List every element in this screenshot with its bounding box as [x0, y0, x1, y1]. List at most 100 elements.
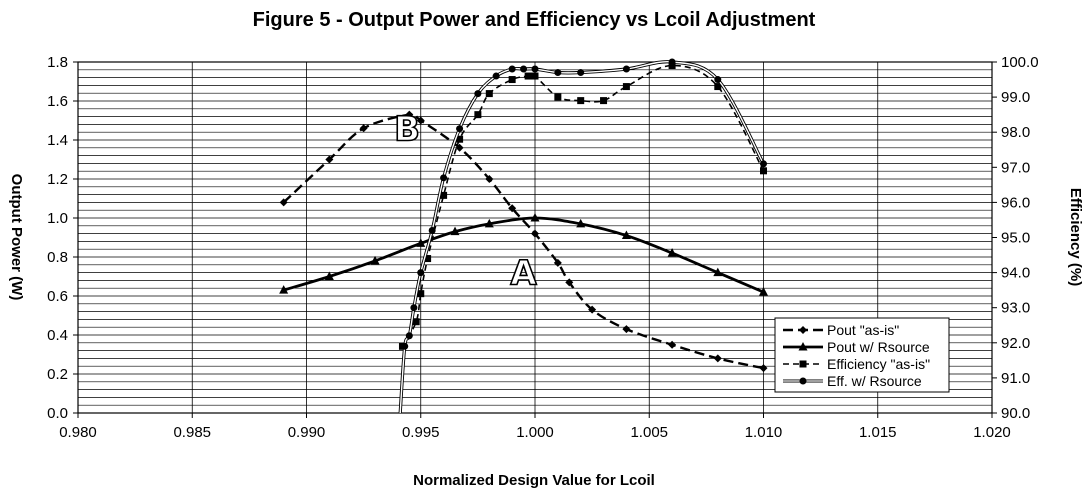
data-point [668, 58, 676, 66]
data-point [524, 72, 532, 80]
series-3 [398, 62, 767, 350]
data-point [520, 65, 528, 73]
data-point [508, 65, 516, 73]
data-point [456, 135, 464, 143]
legend-label: Eff. w/ Rsource [827, 373, 922, 389]
data-point [714, 76, 722, 84]
data-point [714, 83, 722, 91]
y-right-tick-label: 92.0 [1001, 335, 1030, 352]
data-point [668, 340, 677, 349]
y-right-tick-label: 97.0 [1001, 159, 1030, 176]
legend-marker [799, 377, 807, 385]
callout-b: B [394, 109, 420, 149]
data-point [576, 218, 586, 228]
data-point [622, 325, 631, 334]
data-point [484, 218, 494, 228]
series-line [283, 216, 765, 294]
y-right-tick-label: 93.0 [1001, 300, 1030, 317]
data-point [622, 83, 630, 91]
x-tick-label: 1.010 [745, 424, 783, 441]
data-point [553, 258, 562, 267]
legend-item: Pout w/ Rsource [783, 339, 930, 355]
series-1 [279, 110, 768, 373]
series-line [282, 113, 764, 370]
data-point [577, 97, 585, 105]
data-point [760, 167, 767, 175]
data-point [410, 304, 418, 312]
data-point [485, 90, 493, 98]
y-left-tick-label: 1.0 [47, 210, 68, 227]
y-right-tick-label: 99.0 [1001, 89, 1030, 106]
y-left-tick-label: 0.2 [47, 366, 68, 383]
data-point [412, 318, 420, 326]
x-tick-label: 0.995 [402, 424, 440, 441]
y-left-tick-label: 0.8 [47, 249, 68, 266]
y-left-tick-label: 0.6 [47, 288, 68, 305]
data-point [455, 143, 464, 152]
data-point [554, 69, 562, 77]
legend-label: Pout "as-is" [827, 322, 899, 338]
series-line-outer [398, 60, 765, 414]
x-tick-label: 1.000 [516, 424, 554, 441]
y-left-tick-label: 0.0 [47, 405, 68, 422]
series-2 [279, 213, 768, 296]
data-point [508, 76, 516, 84]
y-right-tick-label: 100.0 [1001, 54, 1039, 71]
data-point [759, 287, 768, 296]
data-point [668, 62, 676, 70]
data-point [588, 305, 597, 314]
data-point [440, 174, 448, 182]
legend-item: Efficiency "as-is" [783, 356, 930, 372]
data-point [405, 332, 413, 340]
legend-marker [799, 326, 807, 334]
data-point [450, 226, 460, 236]
series-4 [398, 58, 767, 414]
x-tick-label: 1.020 [973, 424, 1011, 441]
data-point [531, 65, 539, 73]
data-point [621, 230, 631, 240]
data-point [359, 124, 368, 133]
data-point [554, 93, 562, 101]
data-point [485, 175, 494, 183]
callout-a: A [510, 254, 537, 294]
y-left-tick-label: 1.2 [47, 171, 68, 188]
x-tick-label: 1.005 [630, 424, 668, 441]
data-point [417, 269, 425, 277]
data-point [325, 155, 334, 164]
data-point [530, 213, 540, 222]
y-left-tick-label: 1.6 [47, 93, 68, 110]
legend-item: Eff. w/ Rsource [783, 373, 922, 389]
y-axis-right-label: Efficiency (%) [1067, 188, 1084, 286]
y-left-tick-label: 1.8 [47, 54, 68, 71]
data-point [279, 198, 288, 207]
data-point [279, 285, 289, 294]
data-point [600, 97, 608, 105]
data-point [424, 255, 432, 263]
legend-marker [798, 342, 808, 351]
data-point [428, 226, 436, 234]
data-point [759, 364, 768, 373]
legend-marker [799, 360, 807, 368]
x-tick-label: 1.015 [859, 424, 897, 441]
x-tick-label: 0.990 [288, 424, 326, 441]
data-point [492, 72, 500, 80]
data-point [401, 342, 409, 350]
series-line-inner [399, 61, 765, 414]
data-point [508, 204, 517, 213]
data-point [440, 191, 448, 199]
data-point [577, 69, 585, 77]
y-right-tick-label: 98.0 [1001, 124, 1030, 141]
x-axis-label: Normalized Design Value for Lcoil [413, 472, 655, 489]
data-point [417, 290, 425, 298]
legend-label: Pout w/ Rsource [827, 339, 930, 355]
data-point [474, 111, 482, 119]
legend-item: Pout "as-is" [783, 322, 899, 338]
y-left-tick-label: 0.4 [47, 327, 68, 344]
data-point [531, 229, 539, 238]
x-tick-label: 0.980 [59, 424, 97, 441]
data-point [667, 248, 677, 257]
y-left-tick-label: 1.4 [47, 132, 68, 149]
legend-label: Efficiency "as-is" [827, 356, 930, 372]
tick-labels: 0.980 0.985 0.990 0.995 1.000 1.005 1.010 1.015… [47, 54, 1038, 441]
